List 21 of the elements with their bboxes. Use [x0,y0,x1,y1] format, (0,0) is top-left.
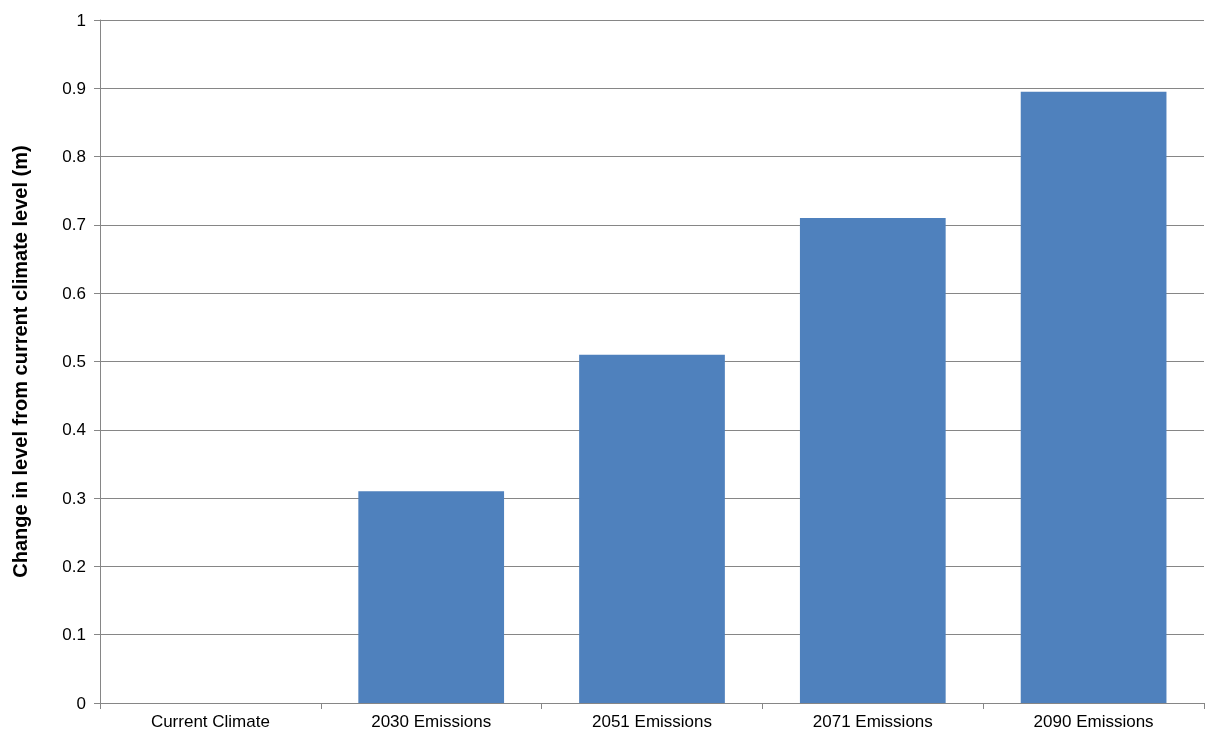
y-tick-label: 0.9 [62,78,86,98]
y-tick-label: 0.5 [62,352,86,371]
x-tick-label: 2051 Emissions [591,712,713,731]
y-tick-label: 0.4 [62,420,86,440]
x-tick-label: 2030 Emissions [371,712,492,731]
y-tick-label: 0.3 [62,488,86,508]
y-tick-label: 1 [76,10,86,30]
bar [358,491,505,703]
x-tick-label: Current Climate [150,712,270,731]
y-tick-label: 0.1 [62,625,86,645]
y-axis-title: Change in level from current climate level (m) [9,145,31,578]
bar [799,218,946,703]
bar [579,354,725,703]
y-tick-label: 0.8 [62,147,86,167]
y-tick-label: 0.6 [62,283,86,303]
y-tick-label: 0.7 [62,215,86,235]
x-tick-label: 2071 Emissions [812,712,933,731]
y-tick-label: 0 [76,693,86,713]
bar [1020,91,1167,703]
x-tick-label: 2090 Emissions [1033,712,1154,731]
y-tick-label: 0.2 [62,556,86,576]
